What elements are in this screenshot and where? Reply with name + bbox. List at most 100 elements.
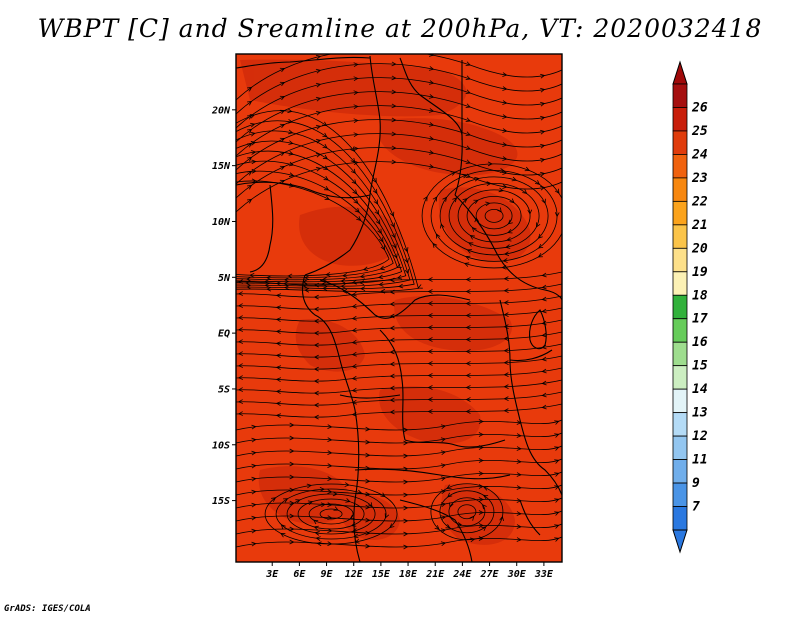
lat-tick-label: 5N	[218, 273, 231, 284]
streamline-arrow	[389, 289, 395, 295]
streamline-arrow	[554, 420, 560, 425]
streamline-arrow	[404, 258, 409, 264]
streamline-arrow	[466, 249, 472, 254]
streamline-arrow	[505, 244, 511, 249]
streamline-arrow	[393, 253, 398, 259]
streamline	[297, 498, 365, 530]
streamline-arrow	[246, 128, 253, 134]
streamline-arrow	[288, 140, 294, 145]
streamline-arrow	[351, 387, 357, 393]
streamline-arrow	[349, 514, 355, 520]
streamline-arrow	[251, 515, 257, 521]
colorbar-segment	[672, 130, 688, 155]
colorbar-label: 26	[691, 100, 708, 115]
streamline-arrow	[554, 485, 560, 490]
streamline-arrow	[481, 526, 487, 532]
streamline-arrow	[485, 201, 491, 207]
streamline-arrow	[351, 411, 357, 417]
streamline-arrow	[353, 132, 359, 138]
streamline-arrow	[389, 361, 395, 367]
streamline	[308, 503, 354, 525]
streamline-arrow	[378, 274, 384, 280]
streamline-arrow	[403, 518, 409, 524]
streamline-arrow	[313, 390, 319, 396]
streamline-arrow	[354, 538, 360, 544]
streamline-arrow	[537, 252, 543, 258]
streamline	[236, 536, 562, 548]
streamline-arrow	[275, 293, 282, 299]
streamline-arrow	[502, 170, 508, 175]
colorbar-segment	[672, 365, 688, 390]
streamline-arrow	[465, 337, 471, 342]
colorbar-segment	[672, 388, 688, 414]
streamline-arrow	[502, 156, 508, 161]
streamline-arrow	[287, 119, 293, 124]
streamline-arrow	[251, 178, 257, 184]
streamline-arrow	[503, 348, 509, 353]
streamline-arrow	[554, 459, 560, 464]
streamline-arrow	[321, 281, 327, 287]
streamline-arrow	[427, 361, 433, 366]
streamline-arrow	[496, 207, 502, 213]
streamline-arrow	[440, 541, 447, 546]
streamline-arrow	[351, 279, 357, 285]
streamline-arrow	[503, 336, 509, 341]
streamline-arrow	[351, 351, 357, 357]
streamline-arrow	[283, 277, 289, 283]
streamline-arrow	[428, 122, 435, 127]
colorbar-label: 21	[691, 218, 708, 233]
streamline-arrow	[503, 372, 509, 377]
streamline-arrow	[541, 344, 547, 350]
streamline-arrow	[469, 515, 475, 521]
streamline-arrow	[439, 223, 445, 229]
streamline-arrow	[502, 86, 508, 91]
streamline-arrow	[251, 489, 257, 495]
streamline-arrow	[403, 492, 409, 498]
streamline-arrow	[446, 484, 452, 489]
streamline-arrow	[427, 325, 433, 330]
streamline-arrow	[541, 284, 547, 290]
streamline-arrow	[251, 159, 257, 165]
streamline-arrow	[516, 537, 522, 542]
streamline-arrow	[251, 502, 257, 508]
streamline	[236, 133, 562, 185]
lat-tick-label: 15S	[212, 496, 230, 507]
streamline-arrow	[251, 528, 257, 534]
streamline-arrow	[365, 517, 371, 523]
streamline-arrow	[403, 466, 409, 472]
streamline-arrow	[315, 96, 322, 102]
streamline-arrow	[503, 251, 510, 257]
streamline-arrow	[275, 281, 282, 287]
streamline-arrow	[428, 136, 435, 141]
country-borders	[236, 55, 562, 562]
streamline-arrow	[487, 161, 493, 167]
streamline-arrow	[372, 188, 378, 195]
lat-tick-label: 10N	[212, 217, 231, 228]
streamline-arrow	[251, 541, 257, 547]
streamline-arrow	[384, 513, 390, 519]
streamline-arrow	[391, 89, 397, 95]
streamline-arrow	[289, 487, 295, 493]
colorbar-label: 18	[692, 288, 708, 303]
streamline-arrow	[540, 73, 546, 79]
streamline	[236, 271, 562, 286]
streamline-arrow	[440, 463, 447, 468]
streamline-arrow	[246, 114, 253, 120]
lon-tick-label: 3E	[265, 569, 279, 580]
lon-tick-label: 15E	[372, 569, 391, 580]
lon-tick-label: 30E	[507, 569, 527, 580]
streamline-arrow	[323, 165, 329, 171]
streamline-arrow	[474, 217, 480, 223]
streamline-arrow	[315, 166, 322, 172]
streamline-arrow	[275, 365, 282, 371]
streamline-arrow	[473, 199, 479, 205]
streamline-arrow	[499, 168, 506, 173]
streamline	[236, 54, 562, 101]
streamline-arrow	[396, 274, 403, 280]
streamline-arrow	[237, 303, 244, 308]
streamline-arrow	[534, 180, 541, 185]
streamline-arrow	[320, 502, 326, 508]
streamline	[236, 180, 390, 277]
streamline-arrow	[403, 505, 409, 511]
streamline-arrow	[541, 272, 547, 278]
